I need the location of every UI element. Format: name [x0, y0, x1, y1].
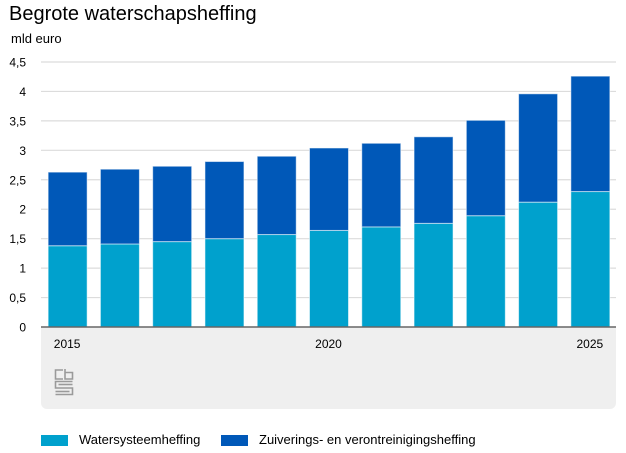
- x-tick-label: 2025: [577, 337, 604, 351]
- bars: [47, 75, 611, 328]
- bar-zuiveringsheffing-2024[interactable]: [518, 93, 559, 203]
- legend-swatch-zuiveringsheffing: [221, 434, 248, 446]
- bar-group-2019: [256, 155, 297, 328]
- bar-zuiveringsheffing-2020[interactable]: [309, 147, 349, 231]
- bar-watersysteemheffing-2015[interactable]: [47, 245, 88, 328]
- bar-watersysteemheffing-2022[interactable]: [413, 222, 454, 328]
- bar-watersysteemheffing-2019[interactable]: [256, 234, 297, 328]
- legend-label: Zuiverings- en verontreinigingsheffing: [259, 432, 476, 447]
- legend-swatch-watersysteemheffing: [41, 434, 68, 446]
- bar-zuiveringsheffing-2017[interactable]: [152, 165, 193, 243]
- bar-watersysteemheffing-2017[interactable]: [152, 241, 193, 328]
- x-tick-label: 2015: [54, 337, 81, 351]
- y-tick-label: 4: [19, 85, 26, 99]
- y-tick-label: 3: [19, 144, 26, 158]
- bar-group-2017: [152, 165, 193, 328]
- bar-zuiveringsheffing-2021[interactable]: [361, 142, 402, 228]
- bar-group-2020: [309, 147, 349, 328]
- bar-group-2024: [518, 93, 559, 328]
- y-tick-label: 0,5: [9, 291, 26, 305]
- legend-item-watersysteemheffing: Watersysteemheffing: [41, 432, 200, 448]
- bar-watersysteemheffing-2025[interactable]: [570, 191, 611, 328]
- legend-label: Watersysteemheffing: [79, 432, 201, 447]
- y-tick-label: 1,5: [9, 232, 26, 246]
- x-axis-footer-panel: [41, 327, 616, 409]
- y-tick-label: 2,5: [9, 173, 26, 187]
- bar-watersysteemheffing-2021[interactable]: [361, 226, 402, 328]
- y-axis-ticks: 0 0,5 1 1,5 2 2,5 3 3,5 4 4,5: [9, 56, 26, 335]
- bar-zuiveringsheffing-2015[interactable]: [47, 171, 88, 247]
- y-tick-label: 0: [19, 321, 26, 335]
- bar-watersysteemheffing-2020[interactable]: [309, 229, 349, 328]
- bar-zuiveringsheffing-2022[interactable]: [413, 136, 454, 224]
- legend: Watersysteemheffing Zuiverings- en veron…: [0, 432, 626, 448]
- x-tick-label: 2020: [315, 337, 342, 351]
- cbs-logo-icon: [54, 369, 74, 396]
- bar-zuiveringsheffing-2018[interactable]: [204, 161, 245, 240]
- bar-zuiveringsheffing-2025[interactable]: [570, 75, 611, 193]
- bar-group-2021: [361, 142, 402, 328]
- bar-group-2018: [204, 161, 245, 328]
- bar-group-2022: [413, 136, 454, 328]
- x-axis-ticks: 2015 2020 2025: [54, 337, 604, 351]
- bar-watersysteemheffing-2024[interactable]: [518, 201, 559, 328]
- bar-zuiveringsheffing-2019[interactable]: [256, 155, 297, 236]
- bar-group-2023: [465, 119, 506, 328]
- y-axis-unit-label: mld euro: [11, 31, 62, 46]
- bar-watersysteemheffing-2023[interactable]: [465, 215, 506, 328]
- y-tick-label: 4,5: [9, 56, 26, 70]
- bar-watersysteemheffing-2016[interactable]: [99, 243, 140, 328]
- bar-zuiveringsheffing-2016[interactable]: [99, 168, 140, 245]
- bar-watersysteemheffing-2018[interactable]: [204, 238, 245, 328]
- y-tick-label: 3,5: [9, 114, 26, 128]
- legend-item-zuiveringsheffing: Zuiverings- en verontreinigingsheffing: [221, 432, 476, 448]
- y-tick-label: 1: [19, 262, 26, 276]
- y-tick-label: 2: [19, 203, 26, 217]
- bar-group-2016: [99, 168, 140, 328]
- bar-group-2015: [47, 171, 88, 328]
- bar-zuiveringsheffing-2023[interactable]: [465, 119, 506, 217]
- bar-group-2025: [570, 75, 611, 328]
- chart-title: Begrote waterschapsheffing: [9, 3, 257, 25]
